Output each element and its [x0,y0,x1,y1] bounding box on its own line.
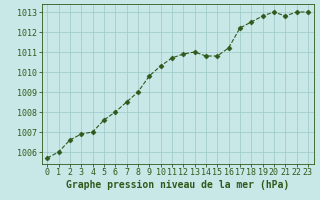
X-axis label: Graphe pression niveau de la mer (hPa): Graphe pression niveau de la mer (hPa) [66,180,289,190]
